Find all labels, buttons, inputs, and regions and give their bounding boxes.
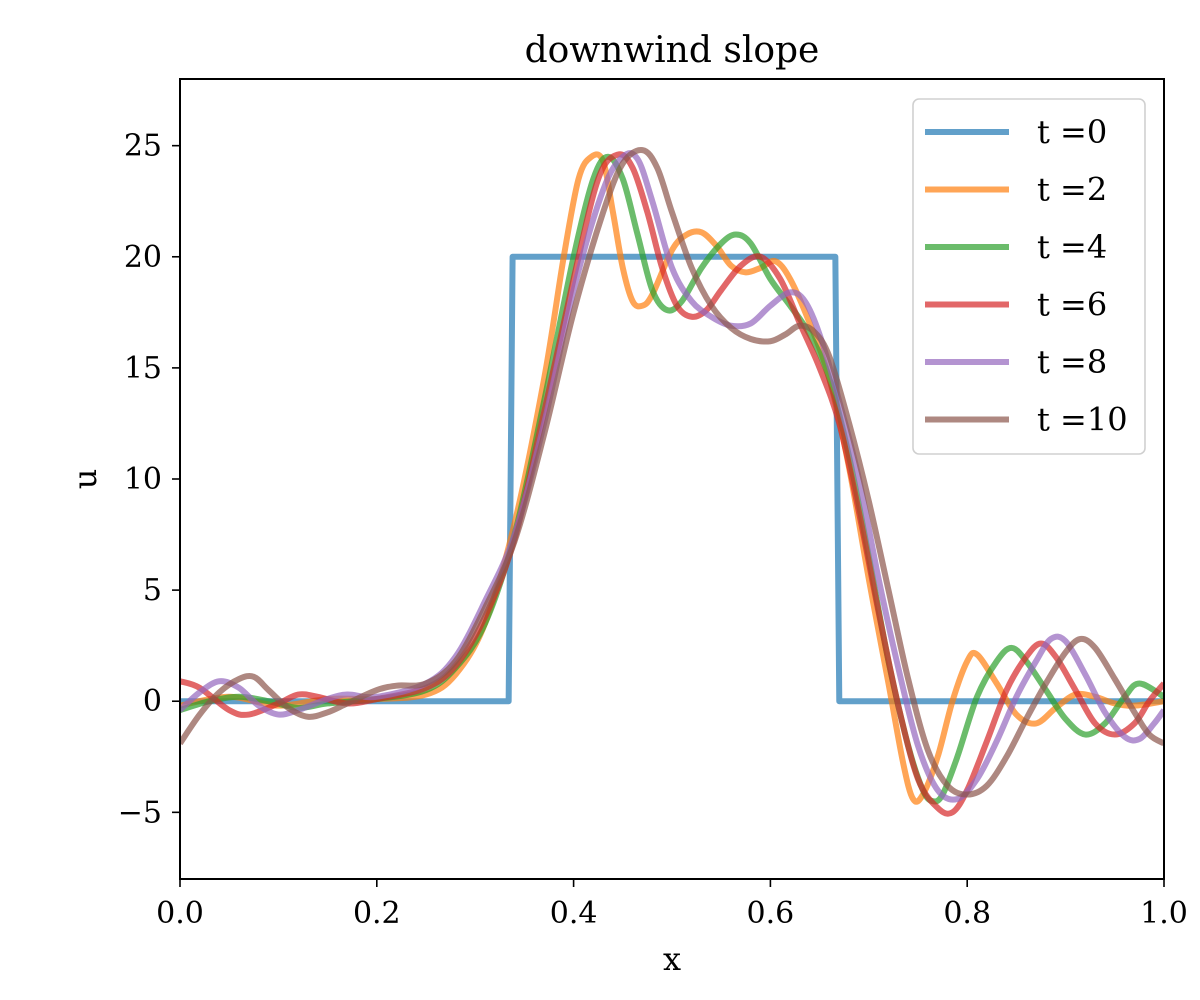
x-axis: 0.0 0.2 0.4 0.6 0.8 1.0 [156,879,1188,931]
y-tick-label: −5 [118,795,162,830]
legend-label: t =2 [1037,171,1107,209]
x-tick-label: 1.0 [1140,896,1188,931]
series-layer [180,147,1164,817]
y-axis-label: u [66,469,104,490]
y-tick-label: 15 [124,351,162,386]
legend-label: t =10 [1037,401,1128,439]
x-tick-label: 0.0 [156,896,204,931]
y-axis: −5 0 5 10 15 20 25 [118,129,180,830]
y-tick-label: 0 [143,684,162,719]
series-line-5 [180,147,1164,798]
chart-title: downwind slope [525,30,820,71]
legend-label: t =6 [1037,286,1107,324]
x-axis-label: x [663,940,681,978]
y-tick-label: 25 [124,129,162,164]
x-tick-label: 0.2 [353,896,401,931]
y-tick-label: 5 [143,573,162,608]
x-tick-label: 0.8 [943,896,991,931]
x-tick-label: 0.4 [550,896,598,931]
legend: t =0 t =2 t =4 t =6 t =8 t =10 [912,98,1146,455]
legend-label: t =4 [1037,228,1107,266]
series-line-4 [180,150,1164,803]
y-tick-label: 20 [124,240,162,275]
legend-label: t =8 [1037,343,1107,381]
legend-label: t =0 [1037,113,1107,151]
x-tick-label: 0.6 [747,896,795,931]
y-tick-label: 10 [124,462,162,497]
